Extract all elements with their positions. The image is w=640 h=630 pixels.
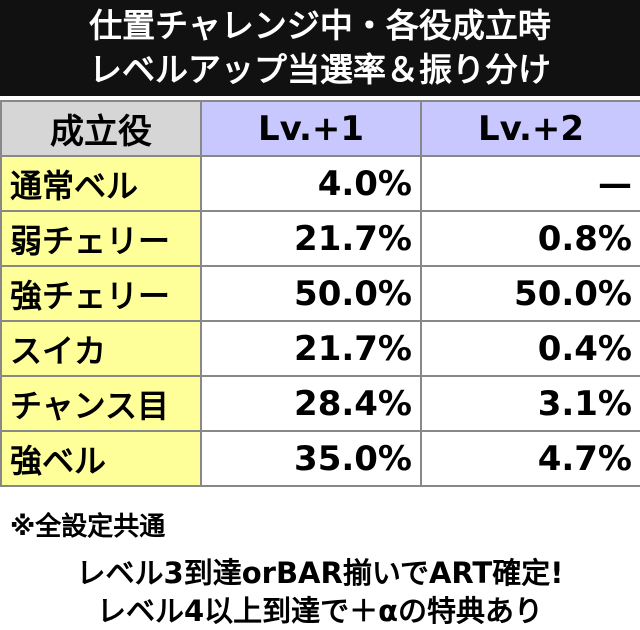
- table-row: 通常ベル 4.0% —: [0, 155, 640, 212]
- role-cell: 通常ベル: [0, 155, 202, 212]
- rate-cell: 50.0%: [200, 265, 422, 322]
- note: レベル4以上到達で＋αの特典あり: [96, 594, 544, 628]
- table-row: スイカ 21.7% 0.4%: [0, 320, 640, 377]
- column-header: Lv.+1: [200, 100, 422, 157]
- rate-cell: 0.4%: [420, 320, 640, 377]
- table-body: 通常ベル 4.0% — 弱チェリー 21.7% 0.8% 強チェリー 50.0% 50.0% スイ…: [0, 155, 640, 487]
- rate-cell: 0.8%: [420, 210, 640, 267]
- role-cell: チャンス目: [0, 375, 202, 432]
- role-cell: 強チェリー: [0, 265, 202, 322]
- title-line: レベルアップ当選率＆振り分け: [89, 50, 551, 89]
- rate-cell: —: [420, 155, 640, 212]
- role-cell: 弱チェリー: [0, 210, 202, 267]
- rate-cell: 50.0%: [420, 265, 640, 322]
- table-row: 強ベル 35.0% 4.7%: [0, 430, 640, 487]
- table-row: チャンス目 28.4% 3.1%: [0, 375, 640, 432]
- column-header: 成立役: [0, 100, 202, 157]
- role-cell: スイカ: [0, 320, 202, 377]
- rate-table: 成立役 Lv.+1 Lv.+2 通常ベル 4.0% — 弱チェリー 21.7% 0.8% 強…: [0, 100, 640, 487]
- column-header: Lv.+2: [420, 100, 640, 157]
- table-row: 強チェリー 50.0% 50.0%: [0, 265, 640, 322]
- title-line: 仕置チャレンジ中・各役成立時: [89, 6, 551, 45]
- note: レベル3到達orBAR揃いでART確定!: [76, 556, 564, 590]
- rate-cell: 21.7%: [200, 320, 422, 377]
- rate-cell: 21.7%: [200, 210, 422, 267]
- note: ※全設定共通: [10, 512, 166, 542]
- rate-cell: 4.7%: [420, 430, 640, 487]
- rate-cell: 35.0%: [200, 430, 422, 487]
- table-row: 弱チェリー 21.7% 0.8%: [0, 210, 640, 267]
- header-row: 成立役 Lv.+1 Lv.+2: [0, 100, 640, 157]
- role-cell: 強ベル: [0, 430, 202, 487]
- title-band: 仕置チャレンジ中・各役成立時 レベルアップ当選率＆振り分け: [0, 0, 640, 96]
- rate-cell: 3.1%: [420, 375, 640, 432]
- rate-cell: 4.0%: [200, 155, 422, 212]
- rate-cell: 28.4%: [200, 375, 422, 432]
